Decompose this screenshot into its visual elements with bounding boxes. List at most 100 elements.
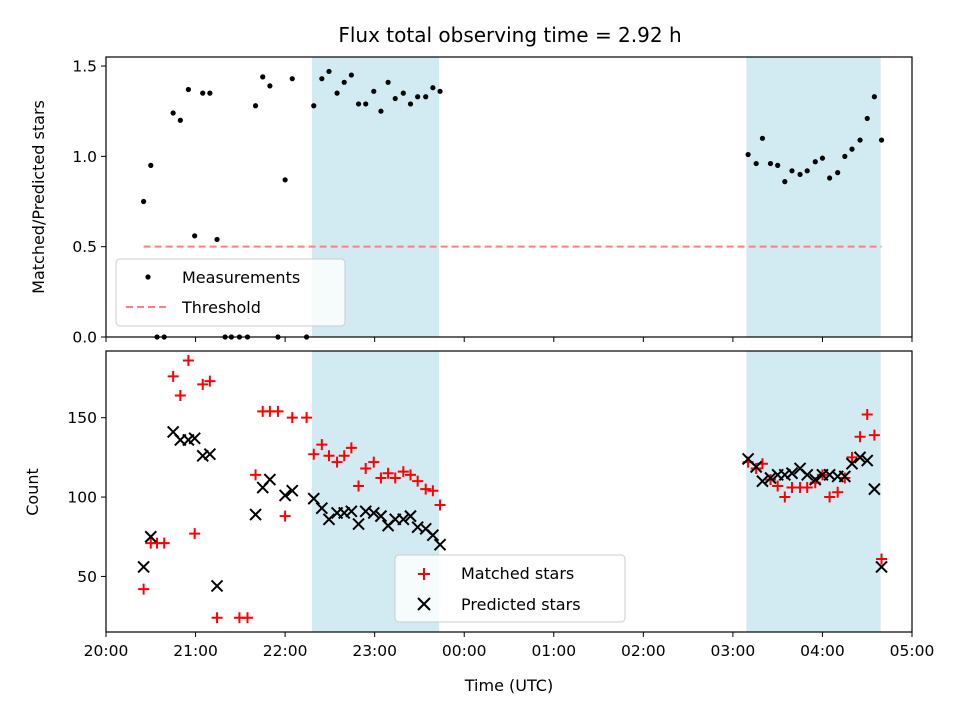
predicted-stars-point-11 bbox=[263, 473, 277, 486]
legend-threshold-label: Threshold bbox=[181, 298, 261, 317]
matched-stars-point-50 bbox=[832, 486, 844, 498]
predicted-stars-point-41 bbox=[809, 473, 822, 486]
x-tick-label-8: 04:00 bbox=[800, 642, 845, 660]
matched-stars-point-7 bbox=[189, 528, 201, 540]
measurements-point-22 bbox=[311, 103, 317, 109]
bottom-y-tick-label-0: 50 bbox=[77, 568, 97, 586]
matched-stars-point-28 bbox=[368, 456, 380, 468]
measurements-point-19 bbox=[282, 177, 288, 183]
matched-stars-point-18 bbox=[286, 412, 298, 424]
matched-stars-point-3 bbox=[158, 537, 170, 549]
matched-stars-point-36 bbox=[427, 485, 439, 497]
predicted-stars-point-5 bbox=[188, 432, 201, 445]
predicted-stars-point-27 bbox=[404, 509, 417, 523]
measurements-point-42 bbox=[759, 135, 766, 141]
matched-stars-point-23 bbox=[331, 456, 343, 468]
measurements-point-27 bbox=[348, 72, 354, 78]
measurements-point-26 bbox=[341, 79, 347, 85]
measurements-point-7 bbox=[192, 233, 198, 239]
matched-stars-point-39 bbox=[750, 462, 762, 474]
bottom-panel-x-ticks: 20:00 21:00 22:00 23:00 00:00 01:00 02:00 03:00… bbox=[84, 632, 934, 660]
predicted-stars-point-9 bbox=[249, 508, 262, 521]
predicted-stars-point-14 bbox=[307, 492, 320, 505]
predicted-stars-point-38 bbox=[785, 467, 799, 480]
predicted-stars-point-15 bbox=[315, 501, 329, 515]
matched-stars-point-13 bbox=[250, 469, 262, 481]
top-panel-frame bbox=[105, 56, 913, 338]
measurements-point-36 bbox=[415, 94, 421, 100]
predicted-stars-point-37 bbox=[778, 468, 792, 482]
matched-stars-point-52 bbox=[846, 451, 858, 463]
measurements-point-38 bbox=[430, 85, 436, 91]
bottom-panel-legend: Matched stars Predicted stars bbox=[394, 554, 626, 623]
measurements-point-50 bbox=[819, 155, 826, 161]
matched-stars-point-31 bbox=[389, 472, 401, 484]
top-panel-series bbox=[141, 68, 885, 340]
measurements-point-4 bbox=[170, 110, 176, 116]
bottom-y-tick-label-1: 100 bbox=[67, 489, 97, 507]
predicted-stars-point-18 bbox=[338, 506, 351, 520]
x-tick-label-1: 21:00 bbox=[173, 642, 218, 660]
matched-stars-point-32 bbox=[397, 466, 409, 478]
measurements-point-9 bbox=[207, 90, 213, 96]
matched-stars-point-55 bbox=[868, 429, 880, 441]
legend-measurements-marker bbox=[145, 274, 151, 280]
measurements-point-25 bbox=[334, 90, 340, 96]
bottom-panel-frame bbox=[105, 350, 913, 633]
measurements-point-10 bbox=[214, 236, 220, 243]
predicted-stars-point-47 bbox=[853, 451, 867, 464]
legend-predicted-label: Predicted stars bbox=[461, 595, 581, 614]
x-tick-label-5: 01:00 bbox=[531, 642, 576, 660]
measurements-point-24 bbox=[326, 68, 332, 75]
predicted-stars-point-31 bbox=[433, 538, 447, 551]
x-tick-label-7: 03:00 bbox=[711, 642, 756, 660]
legend-predicted-marker bbox=[417, 597, 431, 611]
matched-stars-point-43 bbox=[779, 491, 791, 503]
matched-stars-point-37 bbox=[434, 499, 446, 511]
legend-measurements-label: Measurements bbox=[182, 268, 300, 287]
predicted-stars-point-13 bbox=[286, 484, 299, 497]
x-tick-label-3: 23:00 bbox=[352, 642, 397, 660]
measurements-point-45 bbox=[782, 179, 788, 185]
predicted-stars-point-34 bbox=[756, 474, 769, 488]
x-tick-label-2: 22:00 bbox=[263, 642, 308, 660]
measurements-point-16 bbox=[260, 74, 266, 80]
matched-stars-point-56 bbox=[876, 553, 888, 565]
measurements-point-23 bbox=[319, 76, 325, 82]
matched-stars-point-9 bbox=[204, 375, 216, 387]
predicted-stars-point-22 bbox=[367, 506, 380, 520]
predicted-stars-point-45 bbox=[838, 470, 852, 483]
measurements-point-33 bbox=[392, 95, 398, 102]
matched-stars-point-42 bbox=[772, 480, 784, 492]
matched-stars-point-16 bbox=[272, 405, 284, 417]
chart-title: Flux total observing time = 2.92 h bbox=[338, 23, 681, 47]
legend-matched-label: Matched stars bbox=[461, 564, 574, 583]
matched-stars-point-5 bbox=[174, 389, 186, 401]
measurements-point-32 bbox=[385, 79, 391, 85]
predicted-stars-point-0 bbox=[137, 560, 150, 574]
matched-stars-point-35 bbox=[420, 483, 432, 495]
matched-stars-point-53 bbox=[854, 431, 866, 443]
predicted-stars-point-8 bbox=[210, 579, 224, 593]
bottom-legend-box bbox=[394, 554, 626, 623]
matched-stars-point-34 bbox=[412, 475, 424, 487]
measurements-point-57 bbox=[871, 94, 877, 100]
predicted-stars-point-26 bbox=[397, 513, 410, 526]
matched-stars-point-33 bbox=[404, 469, 416, 481]
predicted-stars-point-12 bbox=[278, 489, 292, 502]
matched-stars-point-4 bbox=[167, 370, 179, 382]
measurements-point-47 bbox=[797, 171, 803, 178]
measurements-point-53 bbox=[842, 153, 848, 159]
matched-stars-point-6 bbox=[182, 355, 194, 367]
predicted-stars-point-7 bbox=[203, 447, 217, 461]
measurements-point-39 bbox=[437, 88, 443, 94]
measurements-point-29 bbox=[363, 101, 369, 107]
top-y-tick-label-2: 1.0 bbox=[72, 148, 97, 166]
measurements-point-34 bbox=[400, 90, 406, 96]
top-y-tick-label-3: 1.5 bbox=[72, 58, 97, 76]
measurements-point-54 bbox=[849, 146, 855, 152]
matched-stars-point-17 bbox=[279, 510, 291, 522]
top-panel-y-axis-label: Matched/Predicted stars bbox=[29, 100, 48, 294]
measurements-point-48 bbox=[804, 168, 810, 174]
